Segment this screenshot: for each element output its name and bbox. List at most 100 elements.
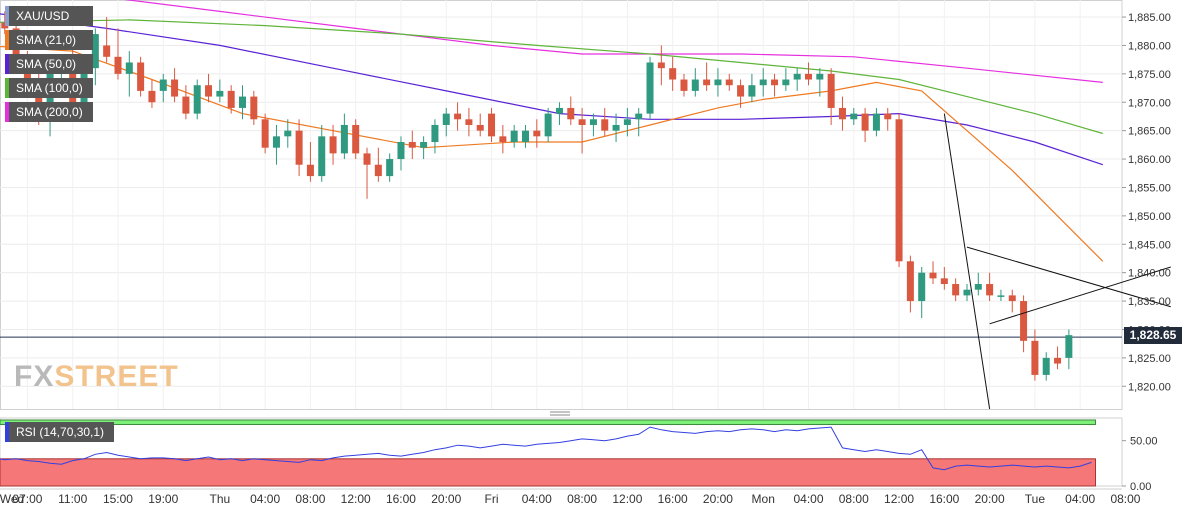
candle (657, 45, 665, 86)
candle-body (340, 124, 348, 154)
legend-sma200[interactable]: SMA (200,0) (5, 102, 93, 122)
candle (1031, 329, 1039, 381)
candle (171, 68, 179, 103)
candle (522, 124, 529, 148)
price-panel-frame (0, 0, 1123, 410)
candle (159, 73, 167, 103)
candle-body (533, 130, 541, 137)
candle-body (940, 278, 948, 285)
candle-body (239, 96, 246, 108)
x-tick-label: 08:00 (295, 492, 325, 506)
candle-body (884, 113, 892, 120)
candle (284, 119, 292, 148)
candle (454, 102, 462, 131)
candle (148, 79, 156, 108)
legend-sma200-label: SMA (200,0) (16, 105, 83, 119)
x-tick-label: 16:00 (929, 492, 959, 506)
candle-body (691, 79, 699, 91)
candle (193, 79, 201, 120)
moving-averages (0, 0, 1122, 338)
candle-body (159, 79, 167, 91)
candle-body (838, 107, 846, 120)
candle (612, 113, 620, 143)
legend-sma100[interactable]: SMA (100,0) (5, 78, 93, 98)
candle (748, 73, 756, 103)
candle-body (1008, 295, 1016, 302)
x-tick-label: 11:00 (58, 492, 87, 506)
candle (227, 85, 235, 114)
candle (567, 96, 575, 125)
sma100-line (0, 19, 1103, 135)
x-tick-label: 15:00 (103, 492, 133, 506)
candle-body (295, 130, 303, 165)
candle-body (567, 107, 575, 120)
candle (827, 68, 835, 125)
x-tick-label: Fri (485, 492, 499, 506)
candle-body (1054, 357, 1062, 364)
y-tick-label: 1,855.00 (1128, 182, 1171, 194)
candle-body (318, 136, 326, 177)
rsi-overbought-zone (0, 419, 1096, 426)
candle-body (374, 164, 382, 177)
trendline (966, 246, 1171, 308)
candle-body (397, 142, 405, 160)
candle (872, 107, 880, 137)
legend-symbol[interactable]: XAU/USD (5, 6, 93, 26)
x-tick-label: 08:00 (839, 492, 869, 506)
candle (216, 79, 224, 103)
candle-body (193, 85, 201, 114)
candle (974, 272, 982, 296)
candle (918, 266, 926, 319)
candle (816, 68, 824, 97)
candle-body (635, 113, 643, 120)
candle (363, 147, 371, 199)
candle (1020, 295, 1028, 353)
candle (929, 261, 937, 285)
candle (1008, 289, 1016, 313)
candle-body (91, 34, 99, 69)
x-tick-label: 16:00 (658, 492, 688, 506)
legend-sma50[interactable]: SMA (50,0) (5, 54, 93, 74)
candle (205, 73, 213, 103)
candle (1, 11, 9, 35)
candle-body (748, 85, 756, 97)
legend-rsi[interactable]: RSI (14,70,30,1) (5, 422, 115, 442)
candle-body (714, 79, 722, 86)
candle (465, 107, 473, 137)
candle-body (171, 79, 179, 97)
candle (703, 62, 711, 91)
candle-body (737, 85, 745, 97)
candle (771, 73, 779, 97)
rsi-y-tick-label: 0.00 (1130, 481, 1151, 493)
candle (408, 130, 416, 160)
candle (1065, 329, 1073, 370)
rsi-line (0, 426, 1092, 471)
legend-symbol-label: XAU/USD (16, 9, 70, 23)
candle-body (1042, 357, 1050, 375)
candle (239, 85, 246, 120)
trendlines (943, 113, 1171, 410)
candle (884, 107, 892, 131)
candle-body (952, 284, 960, 296)
x-tick-label: 16:00 (386, 492, 416, 506)
sma50-line (0, 13, 1103, 166)
candle-body (284, 130, 292, 137)
legend-sma21[interactable]: SMA (21,0) (5, 30, 93, 50)
y-tick-label: 1,825.00 (1128, 353, 1171, 365)
candle-body (680, 79, 688, 91)
candle-body (420, 142, 428, 148)
legend-swatch (5, 78, 9, 98)
candle (1042, 352, 1050, 381)
candle-body (816, 73, 824, 80)
y-tick-label: 1,870.00 (1128, 97, 1171, 109)
candle (623, 107, 631, 137)
candle-body (125, 62, 133, 74)
candle-body (974, 284, 982, 290)
candle-body (363, 153, 371, 165)
y-tick-label: 1,820.00 (1128, 381, 1171, 393)
candle-body (805, 73, 812, 80)
candle-body (272, 136, 280, 148)
candle (1054, 346, 1062, 370)
fxstreet-logo: FXSTREET (14, 360, 179, 394)
